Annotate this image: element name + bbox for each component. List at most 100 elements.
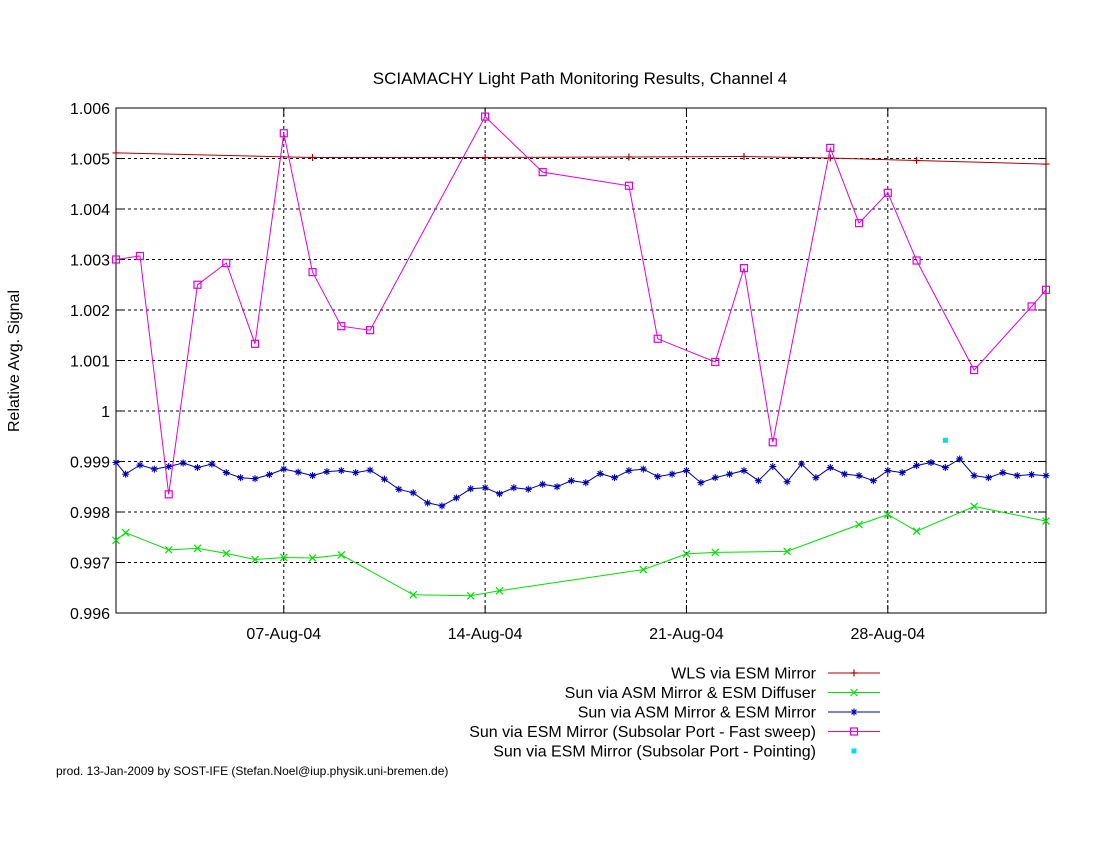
data-point	[308, 554, 317, 562]
data-point	[611, 474, 619, 482]
data-point	[582, 479, 590, 487]
data-point	[942, 437, 948, 443]
series-5	[942, 437, 948, 443]
data-point	[112, 536, 120, 545]
data-point	[395, 485, 403, 493]
data-point	[222, 258, 231, 268]
data-point	[409, 590, 418, 599]
data-point	[754, 477, 762, 485]
data-point	[639, 565, 648, 574]
data-point	[438, 502, 446, 510]
data-point	[783, 547, 792, 556]
data-point	[193, 280, 202, 289]
data-point	[136, 461, 144, 469]
y-tick-label: 0.998	[70, 505, 110, 522]
legend-swatch-marker	[850, 688, 858, 697]
data-point	[467, 485, 475, 493]
data-point	[323, 468, 331, 476]
data-point	[164, 545, 173, 554]
data-point	[769, 463, 777, 471]
data-point	[539, 480, 547, 488]
data-point	[768, 438, 777, 447]
data-point	[969, 365, 979, 375]
legend-label: WLS via ESM Mirror	[671, 666, 817, 683]
data-point	[250, 339, 260, 348]
data-point	[984, 474, 992, 482]
data-point	[668, 470, 676, 478]
legend-swatch-marker	[850, 669, 858, 677]
data-point	[495, 586, 504, 595]
data-point	[380, 475, 388, 483]
data-point	[222, 469, 230, 477]
x-tick-label: 28-Aug-04	[850, 626, 925, 643]
data-point	[337, 551, 346, 559]
legend-label: Sun via ASM Mirror & ESM Mirror	[578, 705, 817, 722]
data-point	[841, 470, 849, 478]
data-point	[111, 255, 121, 264]
data-point	[251, 475, 259, 483]
legend: WLS via ESM Mirror Sun via ASM Mirror & E…	[469, 666, 880, 761]
data-point	[625, 153, 633, 161]
data-point	[481, 484, 489, 492]
data-point	[739, 263, 749, 273]
data-point	[812, 474, 820, 482]
data-point	[624, 181, 634, 190]
data-point	[135, 251, 145, 261]
data-point	[466, 591, 475, 600]
data-point	[869, 477, 877, 485]
data-point	[884, 467, 892, 475]
data-point	[1041, 285, 1051, 294]
data-point	[654, 473, 662, 481]
data-point	[999, 469, 1007, 477]
data-point	[854, 219, 864, 228]
data-point	[711, 357, 720, 367]
x-tick-label: 14-Aug-04	[448, 626, 523, 643]
data-point	[883, 510, 892, 519]
data-point	[553, 483, 561, 491]
series-3	[112, 455, 1050, 510]
data-point	[1042, 472, 1050, 480]
data-point	[208, 460, 216, 468]
data-point	[1027, 302, 1036, 311]
data-point	[112, 459, 120, 467]
data-point	[538, 168, 547, 177]
y-tick-label: 1	[101, 404, 110, 421]
x-tick-label: 07-Aug-04	[246, 626, 321, 643]
data-point	[783, 478, 791, 486]
data-point	[121, 528, 130, 537]
data-point	[970, 472, 978, 480]
data-point	[510, 484, 518, 492]
y-tick-label: 0.999	[70, 455, 110, 472]
data-point	[309, 472, 317, 480]
data-point	[941, 464, 949, 472]
chart-title: SCIAMACHY Light Path Monitoring Results,…	[373, 69, 788, 88]
y-tick-label: 1.001	[70, 354, 110, 371]
data-point	[164, 490, 173, 499]
plot-frame	[115, 107, 1047, 614]
data-series	[111, 112, 1051, 600]
data-point	[711, 548, 720, 557]
data-point	[912, 527, 921, 536]
data-point	[409, 489, 417, 497]
legend-swatch-marker	[851, 748, 857, 754]
data-point	[682, 467, 690, 475]
y-tick-label: 1.002	[70, 303, 110, 320]
series-line	[115, 115, 1047, 495]
data-point	[798, 460, 806, 468]
data-point	[826, 464, 834, 472]
data-point	[625, 467, 633, 475]
data-point	[711, 474, 719, 482]
legend-label: Sun via ESM Mirror (Subsolar Port - Fast…	[469, 724, 816, 741]
data-point	[697, 479, 705, 487]
data-point	[1042, 517, 1050, 526]
y-tick-label: 1.003	[70, 253, 110, 270]
data-point	[452, 494, 460, 502]
data-point	[279, 129, 288, 138]
data-point	[365, 326, 375, 335]
series-line	[115, 152, 1047, 165]
legend-label: Sun via ASM Mirror & ESM Diffuser	[565, 685, 817, 702]
data-point	[913, 462, 921, 470]
data-point	[1028, 471, 1036, 479]
data-point	[898, 469, 906, 477]
